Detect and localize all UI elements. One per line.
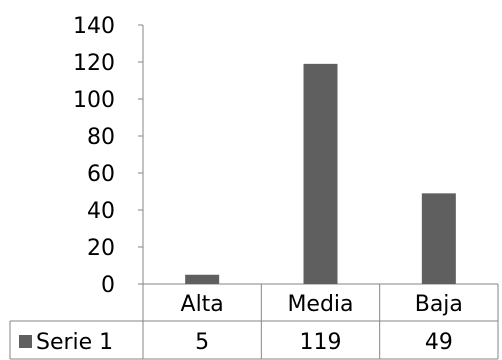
table-value-cell: 119 [300, 330, 342, 355]
bar-baja [421, 193, 456, 284]
y-tick-label: 100 [73, 88, 115, 113]
bars [185, 63, 456, 284]
data-table: Alta Media Baja Serie 1 5 119 49 [9, 284, 499, 360]
y-tick-label: 20 [87, 236, 115, 261]
y-tick-label: 0 [101, 273, 115, 298]
y-tick-label: 120 [73, 51, 115, 76]
series-name: Serie 1 [36, 330, 113, 355]
bar-alta [185, 274, 220, 284]
y-tick-label: 40 [87, 199, 115, 224]
bar-media [303, 63, 338, 284]
x-category-label: Media [287, 292, 353, 317]
x-category-label: Alta [181, 292, 224, 317]
y-axis-tick-labels: 0 20 40 60 80 100 120 140 [73, 14, 115, 298]
y-tick-label: 80 [87, 125, 115, 150]
table-value-cell: 5 [195, 330, 209, 355]
y-tick-label: 140 [73, 14, 115, 39]
legend-key [19, 335, 32, 348]
y-tick-label: 60 [87, 162, 115, 187]
x-category-label: Baja [415, 292, 463, 317]
table-value-cell: 49 [425, 330, 453, 355]
